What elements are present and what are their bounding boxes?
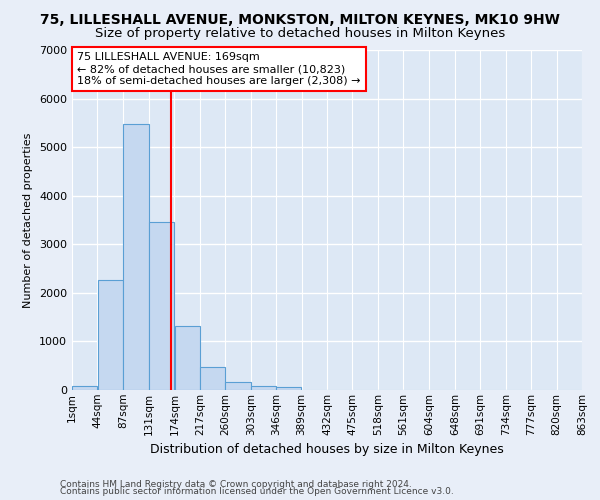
Text: Size of property relative to detached houses in Milton Keynes: Size of property relative to detached ho…: [95, 28, 505, 40]
Bar: [276, 388, 301, 390]
Bar: [149, 222, 174, 390]
Bar: [200, 367, 225, 390]
Bar: [226, 382, 251, 390]
Bar: [251, 386, 276, 390]
Y-axis label: Number of detached properties: Number of detached properties: [23, 132, 34, 308]
Text: 75 LILLESHALL AVENUE: 169sqm
← 82% of detached houses are smaller (10,823)
18% o: 75 LILLESHALL AVENUE: 169sqm ← 82% of de…: [77, 52, 361, 86]
Text: Contains public sector information licensed under the Open Government Licence v3: Contains public sector information licen…: [60, 488, 454, 496]
Text: 75, LILLESHALL AVENUE, MONKSTON, MILTON KEYNES, MK10 9HW: 75, LILLESHALL AVENUE, MONKSTON, MILTON …: [40, 12, 560, 26]
Text: Contains HM Land Registry data © Crown copyright and database right 2024.: Contains HM Land Registry data © Crown c…: [60, 480, 412, 489]
Bar: [175, 326, 200, 390]
X-axis label: Distribution of detached houses by size in Milton Keynes: Distribution of detached houses by size …: [150, 443, 504, 456]
Bar: [72, 386, 97, 390]
Bar: [98, 280, 123, 390]
Bar: [123, 124, 149, 390]
